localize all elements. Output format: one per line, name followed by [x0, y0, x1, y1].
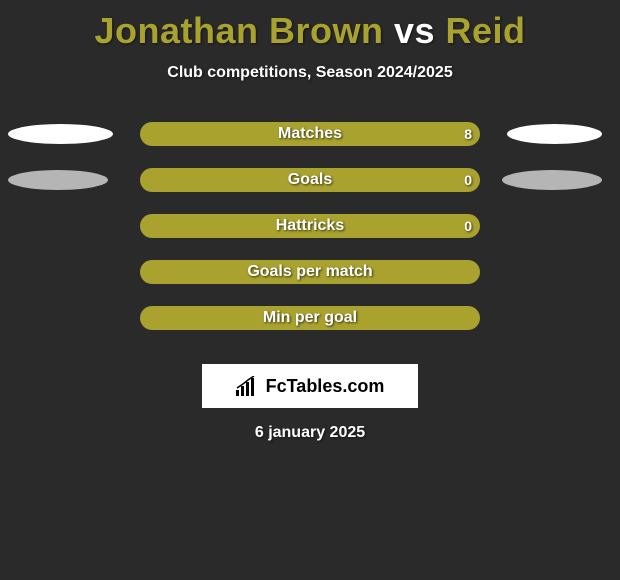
bar-container: Goals [140, 168, 480, 192]
stat-row: Hattricks0 [0, 214, 620, 260]
stat-value-right: 8 [464, 122, 472, 146]
stat-row: Goals0 [0, 168, 620, 214]
player2-name: Reid [446, 10, 526, 51]
comparison-chart: Matches8Goals0Hattricks0Goals per matchM… [0, 122, 620, 352]
stat-label: Min per goal [140, 306, 480, 330]
logo-text: FcTables.com [266, 376, 385, 397]
stat-label: Matches [140, 122, 480, 146]
chart-icon [236, 376, 260, 396]
footer-date: 6 january 2025 [0, 424, 620, 442]
stat-row: Min per goal [0, 306, 620, 352]
player-shadow-right [502, 170, 602, 190]
bar-container: Matches [140, 122, 480, 146]
site-logo: FcTables.com [202, 364, 418, 408]
stat-label: Hattricks [140, 214, 480, 238]
stat-row: Matches8 [0, 122, 620, 168]
stat-value-right: 0 [464, 168, 472, 192]
stat-label: Goals [140, 168, 480, 192]
vs-text: vs [394, 10, 435, 51]
player-shadow-left [8, 170, 108, 190]
player-shadow-left [8, 124, 113, 144]
player-shadow-right [507, 124, 602, 144]
player1-name: Jonathan Brown [94, 10, 383, 51]
page-title: Jonathan Brown vs Reid [0, 0, 620, 52]
stat-value-right: 0 [464, 214, 472, 238]
stat-label: Goals per match [140, 260, 480, 284]
bar-container: Hattricks [140, 214, 480, 238]
bar-container: Goals per match [140, 260, 480, 284]
subtitle: Club competitions, Season 2024/2025 [0, 64, 620, 82]
stat-row: Goals per match [0, 260, 620, 306]
bar-container: Min per goal [140, 306, 480, 330]
